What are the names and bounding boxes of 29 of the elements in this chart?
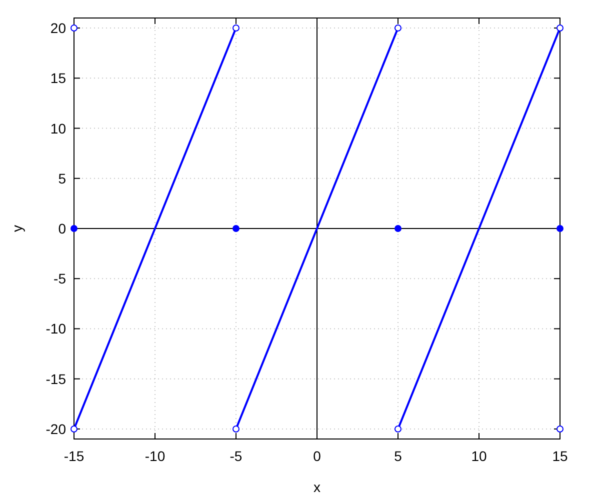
y-tick-label: 10 [50, 120, 66, 136]
x-tick-label: 10 [471, 448, 487, 464]
point [232, 425, 240, 432]
x-tick-label: 0 [313, 448, 322, 464]
y-tick-label: -20 [46, 420, 66, 437]
y-tick-label: -5 [54, 270, 66, 287]
y-axis-title: y [9, 225, 25, 232]
point [70, 425, 78, 432]
x-tick-label: -10 [144, 448, 166, 464]
y-tick-label: 15 [50, 70, 66, 86]
y-tick-label: 0 [58, 220, 66, 236]
point [394, 24, 402, 32]
point [556, 24, 564, 32]
x-tick-label: -5 [230, 448, 242, 464]
x-tick-label: 15 [552, 448, 568, 464]
y-tick-label: -10 [46, 320, 66, 337]
point [232, 24, 240, 32]
y-tick-label: 20 [50, 20, 66, 36]
x-tick-label: 5 [394, 448, 402, 464]
point [394, 225, 402, 232]
point [556, 225, 564, 232]
point [556, 425, 564, 432]
y-tick-label: -15 [46, 370, 66, 387]
point [232, 225, 240, 232]
point [394, 425, 402, 432]
y-tick-label: 5 [58, 170, 66, 186]
point [70, 24, 78, 32]
point [70, 225, 78, 232]
x-axis-title: x [314, 479, 320, 495]
